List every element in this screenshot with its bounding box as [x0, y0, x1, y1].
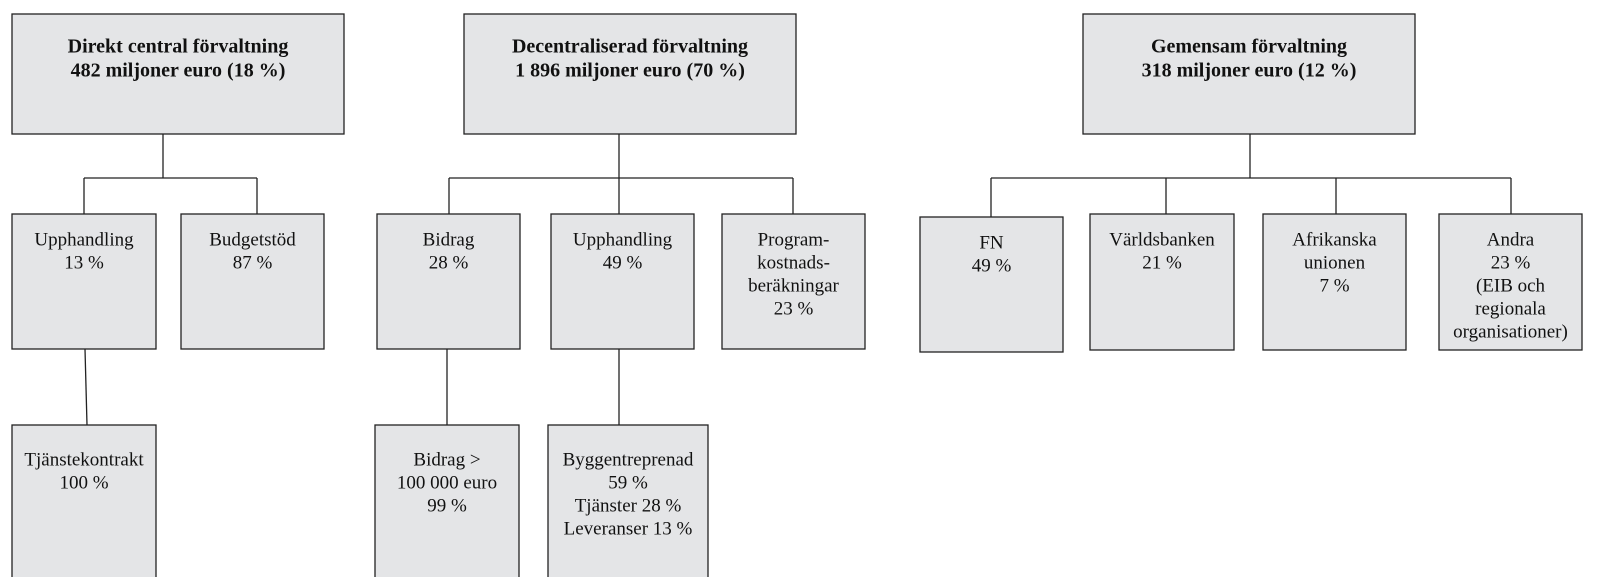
node-label: Budgetstöd: [209, 229, 296, 250]
node-label: Afrikanska: [1292, 229, 1377, 250]
node-box: [180, 213, 325, 350]
node-label: organisationer): [1453, 321, 1568, 342]
node-label: Upphandling: [573, 229, 673, 250]
node-box: [11, 424, 157, 577]
node-label: 21 %: [1142, 252, 1182, 273]
node-label: 1 896 miljoner euro (70 %): [515, 60, 745, 82]
node-label: 100 000 euro: [397, 472, 497, 493]
node-label: 49 %: [603, 252, 643, 273]
node-label: Leveranser 13 %: [564, 518, 693, 539]
node-label: Andra: [1487, 229, 1535, 250]
node-label: Gemensam förvaltning: [1151, 36, 1347, 58]
node-label: (EIB och: [1476, 275, 1546, 296]
node-box: [547, 424, 709, 577]
node-box: [374, 424, 520, 577]
node-label: 99 %: [427, 495, 467, 516]
node-label: 100 %: [59, 472, 108, 493]
node-label: 49 %: [972, 255, 1012, 276]
node-label: Bidrag: [423, 229, 475, 250]
node-label: FN: [979, 232, 1004, 253]
node-label: Världsbanken: [1109, 229, 1215, 250]
node-label: 28 %: [429, 252, 469, 273]
node-label: Bidrag >: [413, 449, 480, 470]
node-box: [376, 213, 521, 350]
node-box: [550, 213, 695, 350]
node-label: regionala: [1475, 298, 1546, 319]
node-label: Direkt central förvaltning: [68, 36, 289, 58]
node-box: [919, 216, 1064, 353]
node-label: beräkningar: [748, 275, 839, 296]
connectors: [83, 134, 1512, 426]
node-label: Tjänstekontrakt: [24, 449, 144, 470]
node-label: Tjänster 28 %: [575, 495, 682, 516]
node-label: 59 %: [608, 472, 648, 493]
node-box: [721, 213, 866, 350]
node-label: unionen: [1304, 252, 1366, 273]
node-box: [1262, 213, 1407, 351]
node-box: [463, 13, 797, 135]
node-box: [11, 13, 345, 135]
node-label: 7 %: [1319, 275, 1349, 296]
node-label: 318 miljoner euro (12 %): [1142, 60, 1357, 82]
node-label: Program-: [758, 229, 830, 250]
node-box: [1082, 13, 1416, 135]
node-label: 13 %: [64, 252, 104, 273]
node-label: Byggentreprenad: [563, 449, 694, 470]
node-box: [1089, 213, 1235, 351]
node-label: Upphandling: [34, 229, 134, 250]
node-label: 87 %: [233, 252, 273, 273]
node-label: kostnads-: [757, 252, 830, 273]
node-box: [11, 213, 157, 350]
node-label: 482 miljoner euro (18 %): [71, 60, 286, 82]
node-label: 23 %: [774, 298, 814, 319]
node-label: Decentraliserad förvaltning: [512, 36, 748, 58]
node-label: 23 %: [1491, 252, 1531, 273]
node-box: [1438, 213, 1583, 351]
